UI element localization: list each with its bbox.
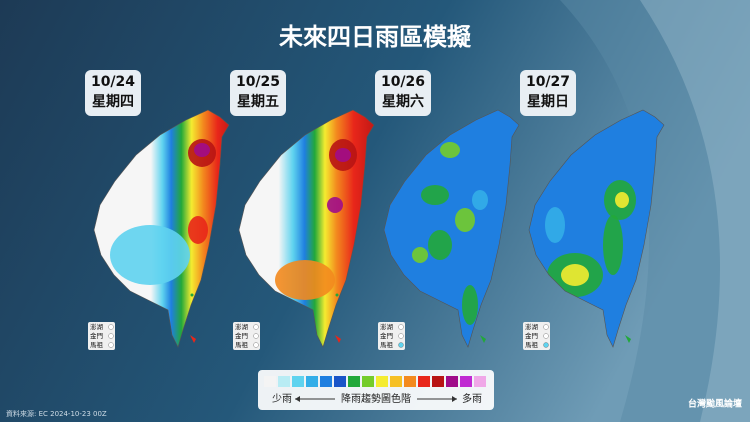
legend-low: 少雨 [272,393,292,405]
weekday: 星期日 [527,94,569,110]
legend: 少雨 降雨趨勢圖色階 多雨 [258,370,494,410]
date-box [230,70,286,116]
legend-swatch [390,376,402,387]
legend-swatch [446,376,458,387]
island-label: 金門 [235,331,248,340]
island-label: 澎湖 [525,322,539,331]
legend-swatch [474,376,486,387]
date-box [85,70,141,116]
island-label: 馬祖 [235,340,249,349]
weekday: 星期四 [92,94,134,110]
island-label: 金門 [90,331,103,340]
legend-swatch [320,376,332,387]
legend-swatch [404,376,416,387]
legend-swatch [264,376,276,387]
legend-swatch [334,376,346,387]
legend-swatch [306,376,318,387]
date: 10/27 [526,74,570,90]
date: 10/26 [381,74,425,90]
logo: 台灣颱風論壇 [688,398,742,410]
date-box [375,70,431,116]
island-label: 澎湖 [90,322,104,331]
weekday: 星期六 [382,93,424,110]
island-label: 澎湖 [235,322,249,331]
legend-swatch [376,376,388,387]
island-label: 馬祖 [380,340,394,349]
legend-swatch [278,376,290,387]
legend-swatch [362,376,374,387]
island-label: 金門 [380,331,393,340]
date-box [520,70,576,116]
legend-swatch [292,376,304,387]
date: 10/24 [91,74,135,90]
island-label: 澎湖 [380,322,394,331]
legend-swatch [418,376,430,387]
legend-swatch [460,376,472,387]
title: 未來四日雨區模擬 [279,23,472,51]
legend-swatch [348,376,360,387]
legend-high: 多雨 [462,392,482,405]
source: 資料來源: EC 2024-10-23 00Z [6,409,107,418]
island-label: 金門 [525,331,538,340]
legend-swatch [432,376,444,387]
island-label: 馬祖 [90,340,104,349]
legend-title: 降雨趨勢圖色階 [341,392,411,405]
island-label: 馬祖 [525,340,539,349]
date: 10/25 [236,74,280,90]
weekday: 星期五 [237,94,279,110]
